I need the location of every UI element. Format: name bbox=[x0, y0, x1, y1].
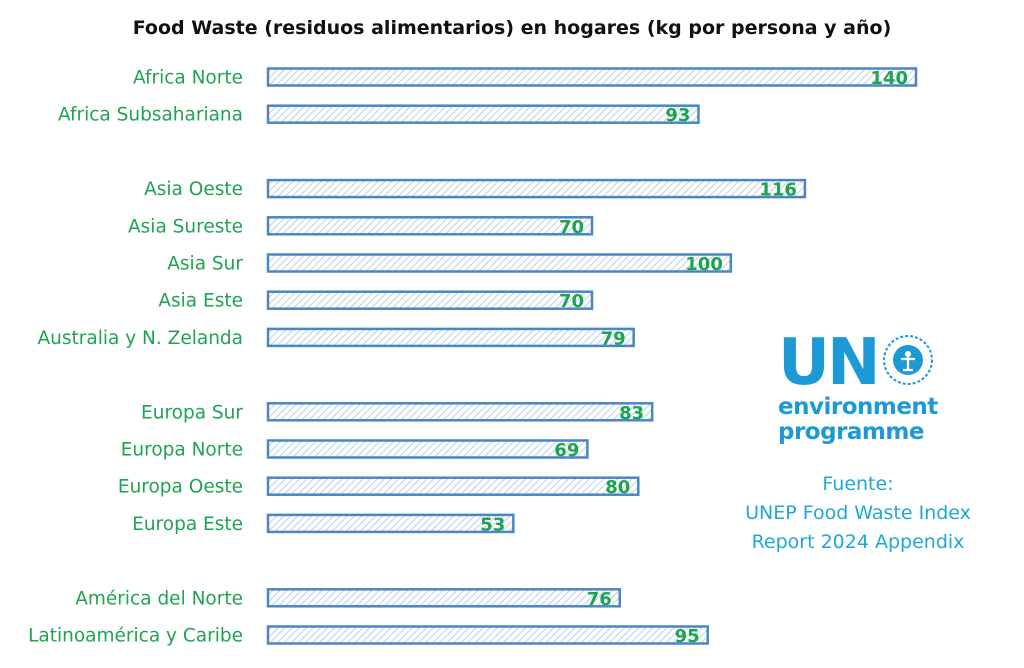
category-label: Europa Este bbox=[132, 514, 243, 535]
logo-line-environment: environment bbox=[778, 394, 938, 420]
bar bbox=[266, 67, 918, 87]
category-label: América del Norte bbox=[75, 588, 243, 609]
value-label: 83 bbox=[619, 403, 644, 424]
bar bbox=[266, 476, 640, 496]
source-line-2: Report 2024 Appendix bbox=[751, 531, 965, 553]
bar bbox=[266, 216, 594, 236]
value-label: 70 bbox=[559, 291, 584, 312]
bar bbox=[266, 402, 654, 422]
bar bbox=[266, 327, 635, 348]
category-label: Africa Norte bbox=[133, 68, 243, 89]
value-label: 70 bbox=[559, 217, 584, 238]
bar bbox=[266, 513, 515, 534]
bar bbox=[266, 178, 807, 199]
category-label: Europa Oeste bbox=[118, 477, 243, 498]
bar bbox=[266, 439, 589, 459]
value-label: 76 bbox=[587, 589, 612, 610]
bar bbox=[266, 290, 594, 310]
bar bbox=[266, 253, 733, 273]
category-label: Latinoamérica y Caribe bbox=[28, 626, 243, 647]
category-label: Asia Sur bbox=[167, 254, 243, 275]
category-label: Europa Norte bbox=[121, 440, 243, 461]
bar bbox=[266, 625, 709, 645]
category-label: Europa Sur bbox=[141, 402, 243, 423]
un-emblem: UN bbox=[778, 326, 933, 400]
value-label: 100 bbox=[685, 254, 723, 275]
logo-un-text: UN bbox=[778, 330, 878, 390]
chart-title: Food Waste (residuos alimentarios) en ho… bbox=[133, 17, 892, 39]
bar bbox=[266, 104, 700, 124]
source-line-1: UNEP Food Waste Index bbox=[745, 502, 971, 524]
value-label: 116 bbox=[759, 180, 797, 201]
source-note: Fuente: UNEP Food Waste Index Report 202… bbox=[718, 470, 998, 557]
value-label: 69 bbox=[554, 440, 579, 461]
category-label: Asia Este bbox=[158, 291, 243, 312]
value-label: 95 bbox=[675, 626, 700, 647]
un-wreath-icon bbox=[883, 335, 933, 385]
un-environment-logo: UN environment programme bbox=[778, 326, 938, 445]
bar bbox=[266, 588, 622, 608]
category-label: Africa Subsahariana bbox=[58, 105, 243, 126]
value-label: 53 bbox=[480, 514, 505, 535]
value-label: 80 bbox=[605, 477, 630, 498]
source-heading: Fuente: bbox=[822, 473, 894, 495]
value-label: 140 bbox=[870, 68, 908, 89]
category-label: Asia Oeste bbox=[144, 179, 243, 200]
category-label: Asia Sureste bbox=[128, 216, 243, 237]
category-label: Australia y N. Zelanda bbox=[38, 328, 243, 349]
logo-line-programme: programme bbox=[778, 419, 924, 445]
value-label: 79 bbox=[601, 328, 626, 349]
bars-group: Africa Norte 140 Africa Subsahariana 93 Asia… bbox=[28, 67, 918, 647]
value-label: 93 bbox=[665, 105, 690, 126]
